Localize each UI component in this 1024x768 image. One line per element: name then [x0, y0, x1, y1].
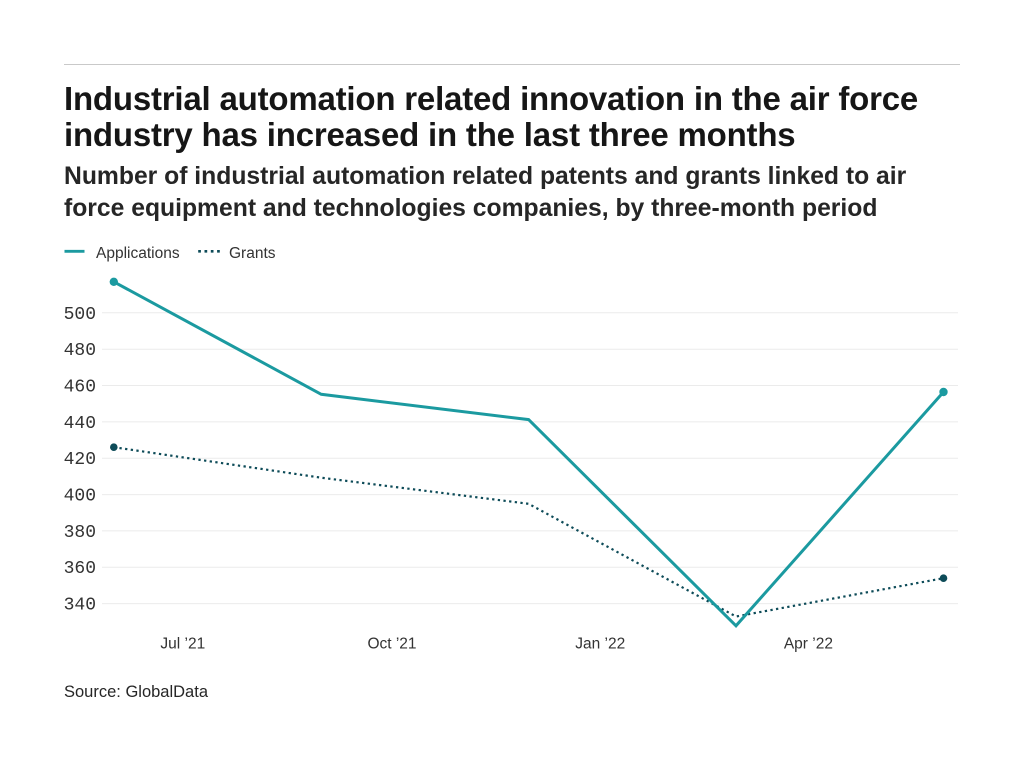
- svg-text:Jul ’21: Jul ’21: [160, 636, 205, 653]
- svg-text:480: 480: [64, 341, 96, 361]
- svg-text:Jan ’22: Jan ’22: [575, 636, 625, 653]
- svg-text:500: 500: [64, 305, 96, 325]
- svg-text:Applications: Applications: [96, 245, 180, 262]
- svg-text:Oct ’21: Oct ’21: [367, 636, 416, 653]
- svg-text:Apr ’22: Apr ’22: [784, 636, 833, 653]
- svg-text:440: 440: [64, 414, 96, 434]
- svg-text:420: 420: [64, 450, 96, 470]
- svg-text:360: 360: [64, 559, 96, 579]
- svg-text:400: 400: [64, 487, 96, 507]
- svg-text:460: 460: [64, 378, 96, 398]
- svg-text:340: 340: [64, 596, 96, 616]
- svg-text:380: 380: [64, 523, 96, 543]
- svg-text:Grants: Grants: [229, 245, 276, 262]
